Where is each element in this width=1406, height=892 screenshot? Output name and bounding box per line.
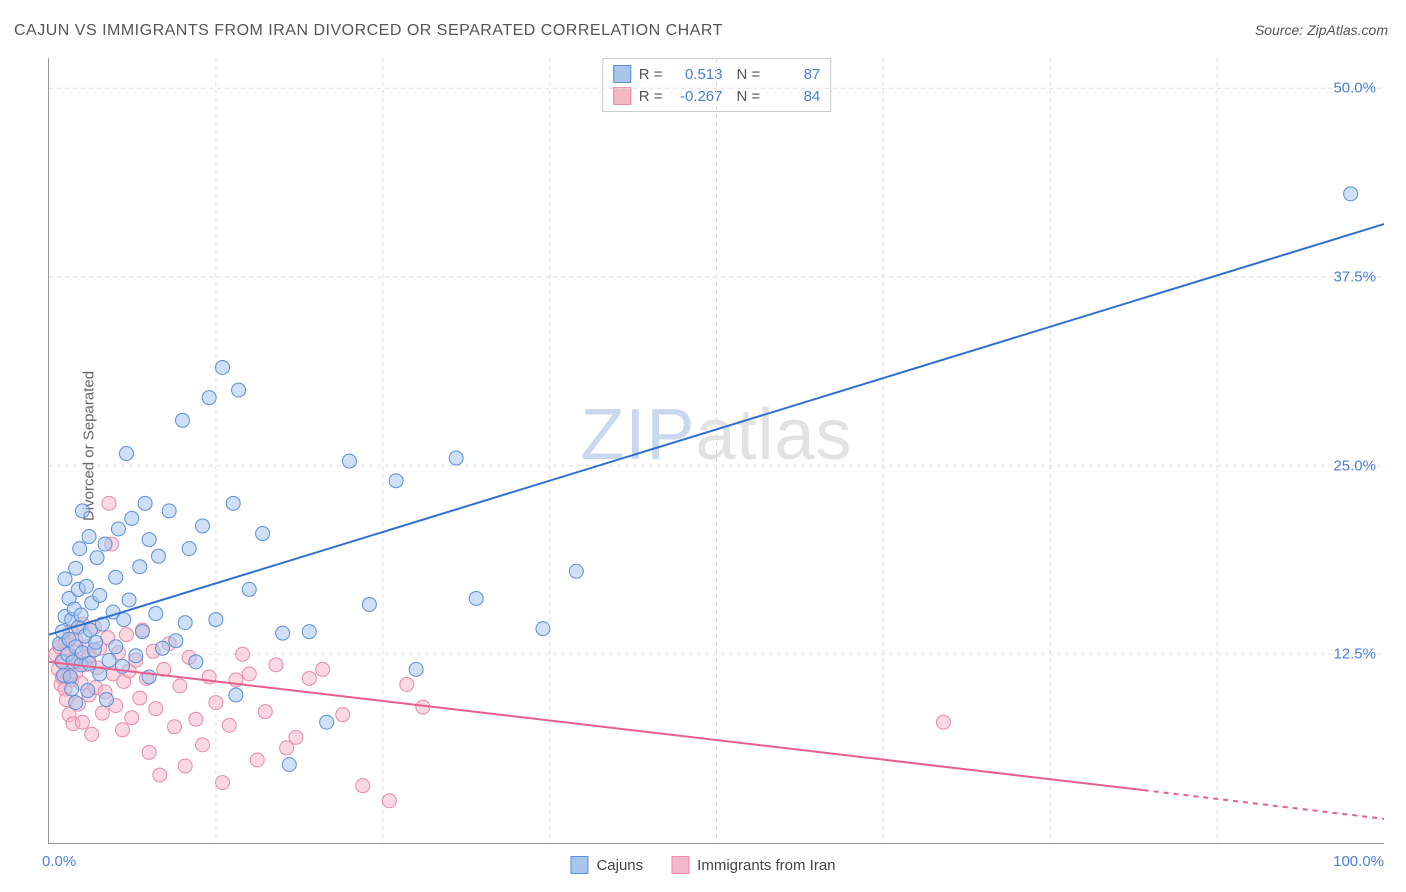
swatch-iran xyxy=(671,856,689,874)
source-value: ZipAtlas.com xyxy=(1307,22,1388,38)
chart-container: CAJUN VS IMMIGRANTS FROM IRAN DIVORCED O… xyxy=(0,0,1406,892)
legend-label-cajuns: Cajuns xyxy=(596,857,643,874)
source-attribution: Source: ZipAtlas.com xyxy=(1255,22,1388,38)
chart-title: CAJUN VS IMMIGRANTS FROM IRAN DIVORCED O… xyxy=(14,22,723,40)
x-origin-label: 0.0% xyxy=(42,853,76,870)
y-tick-label: 12.5% xyxy=(1333,646,1376,663)
plot-area: ZIPatlas R = 0.513 N = 87 R = -0.267 N =… xyxy=(48,58,1384,844)
swatch-cajuns xyxy=(570,856,588,874)
legend-item-iran: Immigrants from Iran xyxy=(671,856,835,874)
x-max-label: 100.0% xyxy=(1333,853,1384,870)
y-tick-label: 25.0% xyxy=(1333,457,1376,474)
source-label: Source: xyxy=(1255,22,1303,38)
series-legend: Cajuns Immigrants from Iran xyxy=(570,856,835,874)
plot-svg xyxy=(49,58,1384,843)
y-tick-label: 37.5% xyxy=(1333,268,1376,285)
y-tick-label: 50.0% xyxy=(1333,80,1376,97)
legend-label-iran: Immigrants from Iran xyxy=(697,857,835,874)
legend-item-cajuns: Cajuns xyxy=(570,856,643,874)
